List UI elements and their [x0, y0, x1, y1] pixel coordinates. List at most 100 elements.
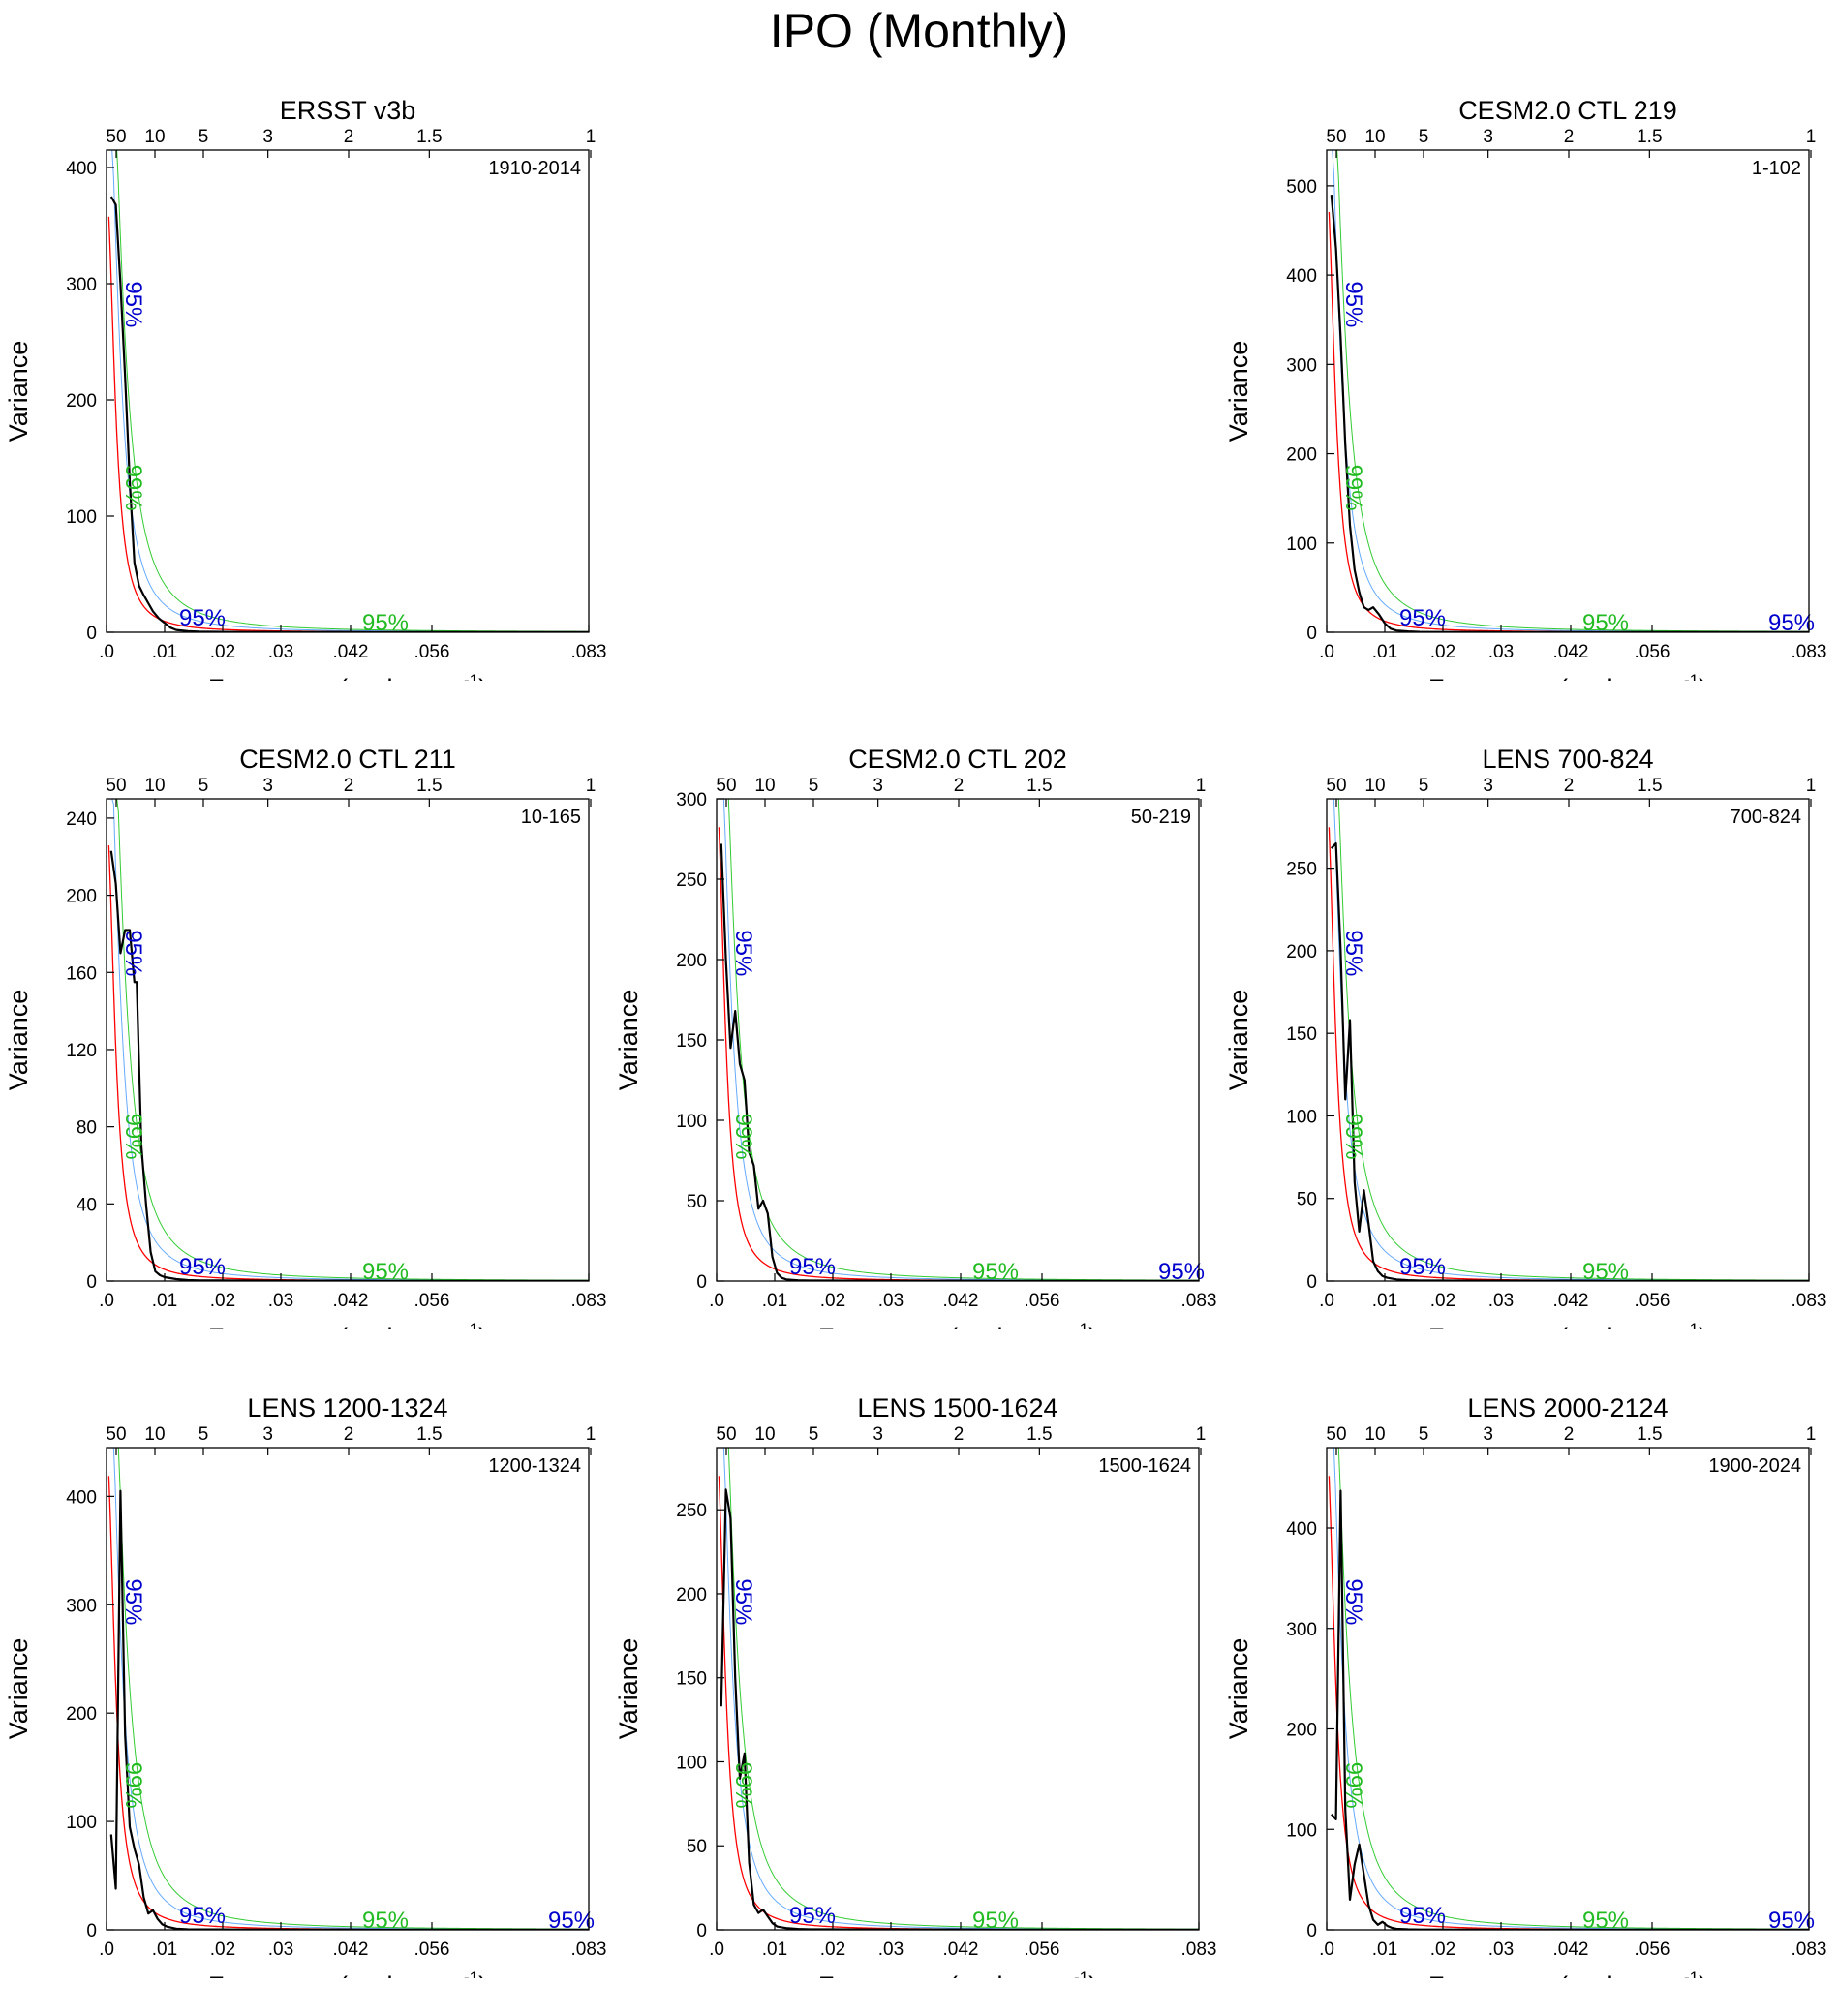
- green-bound-curve: [1329, 150, 1809, 632]
- period-tick-label: 10: [144, 127, 165, 147]
- period-label: 1900-2024: [1708, 1455, 1801, 1477]
- significance-label: 95%: [1399, 605, 1446, 631]
- x-tick-label: .02: [820, 1291, 845, 1311]
- y-tick-label: 400: [66, 159, 97, 179]
- period-tick-label: 1.5: [1026, 1424, 1052, 1445]
- y-tick-label: 0: [696, 1921, 707, 1941]
- y-tick-label: 100: [676, 1753, 707, 1773]
- y-tick-label: 250: [676, 1501, 707, 1521]
- y-tick-label: 300: [66, 1596, 97, 1616]
- period-tick-label: 1: [586, 776, 597, 796]
- y-tick-label: 0: [1306, 624, 1317, 644]
- significance-label: 99%: [1340, 1114, 1366, 1160]
- spectrum-line: [720, 1488, 1199, 1930]
- red-noise-curve: [718, 1476, 1199, 1930]
- significance-label: 99%: [1340, 465, 1366, 511]
- period-tick-label: 3: [262, 776, 273, 796]
- panel-title: LENS 1500-1624: [857, 1393, 1057, 1422]
- significance-label: 99%: [730, 1762, 756, 1809]
- spectrum-line: [109, 850, 589, 1281]
- spectrum-line: [1330, 841, 1809, 1281]
- y-tick-label: 0: [86, 1921, 97, 1941]
- x-tick-label: .03: [878, 1291, 904, 1311]
- period-tick-label: 3: [873, 776, 883, 796]
- y-tick-label: 400: [1286, 266, 1317, 287]
- spectrum-line: [1330, 1489, 1809, 1930]
- x-tick-label: .042: [333, 642, 369, 662]
- y-tick-label: 0: [86, 1272, 97, 1293]
- significance-label: 95%: [120, 930, 146, 976]
- y-tick-label: 200: [66, 1704, 97, 1725]
- x-tick-label: .083: [571, 1291, 607, 1311]
- significance-label: 95%: [1340, 1578, 1366, 1625]
- period-tick-label: 10: [144, 776, 165, 796]
- spectrum-line: [109, 1489, 589, 1930]
- period-tick-label: 10: [1364, 127, 1385, 147]
- x-tick-label: .056: [1025, 1940, 1060, 1960]
- x-axis-label: Frequency (cycles mo-1): [818, 1320, 1097, 1329]
- y-tick-label: 400: [66, 1487, 97, 1508]
- green-bound-curve: [108, 1448, 589, 1930]
- significance-label: 99%: [1340, 1762, 1366, 1809]
- y-tick-label: 250: [1286, 860, 1317, 880]
- red-noise-curve: [1328, 211, 1809, 632]
- light-blue-bound-curve: [1329, 799, 1809, 1281]
- light-blue-bound-curve: [108, 799, 589, 1281]
- period-tick-label: 1.5: [416, 1424, 442, 1445]
- significance-label: 95%: [1340, 930, 1366, 976]
- y-tick-label: 240: [66, 809, 97, 830]
- plot-frame: [1326, 798, 1810, 1282]
- significance-label: 95%: [120, 1578, 146, 1625]
- y-tick-label: 400: [1286, 1519, 1317, 1540]
- spectrum-line: [720, 843, 1199, 1281]
- significance-label: 95%: [789, 1254, 836, 1280]
- significance-label: 99%: [120, 465, 146, 511]
- x-axis-label: Frequency (cycles mo-1): [208, 1969, 487, 1978]
- period-tick-label: 5: [199, 127, 209, 147]
- x-tick-label: .042: [943, 1291, 979, 1311]
- panel-title: CESM2.0 CTL 202: [848, 745, 1067, 774]
- x-tick-label: .03: [268, 1291, 293, 1311]
- x-tick-label: .0: [99, 1291, 114, 1311]
- y-tick-label: 40: [77, 1195, 97, 1215]
- period-tick-label: 10: [754, 1424, 775, 1445]
- plot-frame: [106, 149, 590, 633]
- x-tick-label: .0: [1319, 1940, 1334, 1960]
- period-label: 1500-1624: [1098, 1455, 1191, 1477]
- period-tick-label: 2: [1564, 776, 1575, 796]
- x-tick-label: .02: [210, 1940, 235, 1960]
- period-tick-label: 50: [1326, 1424, 1346, 1445]
- y-tick-label: 0: [1306, 1272, 1317, 1293]
- period-tick-label: 2: [344, 127, 354, 147]
- x-tick-label: .083: [1181, 1940, 1217, 1960]
- significance-label: 95%: [789, 1903, 836, 1929]
- light-blue-bound-curve: [1329, 1448, 1809, 1930]
- y-axis-label: Variance: [614, 1638, 643, 1740]
- y-tick-label: 200: [1286, 445, 1317, 466]
- period-tick-label: 2: [344, 776, 354, 796]
- plot-frame: [716, 1447, 1200, 1931]
- significance-label: 95%: [730, 1578, 756, 1625]
- period-tick-label: 5: [1419, 127, 1429, 147]
- y-tick-label: 200: [676, 951, 707, 971]
- plot-frame: [1326, 149, 1810, 633]
- period-tick-label: 2: [344, 1424, 354, 1445]
- y-tick-label: 0: [696, 1272, 707, 1293]
- y-axis-label: Variance: [4, 1638, 33, 1740]
- period-tick-label: 3: [1483, 776, 1493, 796]
- panel-title: ERSST v3b: [280, 96, 416, 125]
- period-label: 10-165: [521, 807, 581, 828]
- period-label: 1-102: [1752, 158, 1801, 179]
- y-tick-label: 50: [687, 1192, 707, 1212]
- x-tick-label: .083: [571, 1940, 607, 1960]
- period-label: 50-219: [1131, 807, 1191, 828]
- plot-frame: [106, 798, 590, 1282]
- significance-label: 99%: [120, 1762, 146, 1809]
- light-blue-bound-curve: [108, 150, 589, 632]
- x-tick-label: .01: [152, 1940, 177, 1960]
- x-tick-label: .01: [152, 642, 177, 662]
- significance-label: 95%: [1399, 1254, 1446, 1280]
- x-tick-label: .083: [1792, 1291, 1827, 1311]
